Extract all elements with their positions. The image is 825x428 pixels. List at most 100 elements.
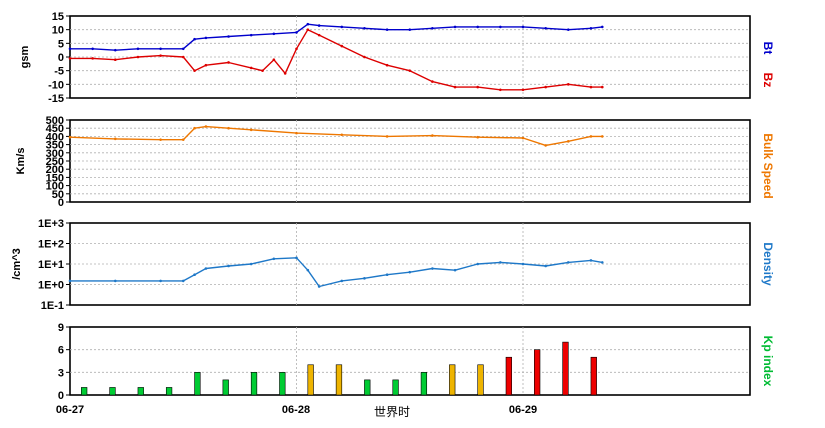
y-tick-label: 1E+2 bbox=[38, 239, 64, 251]
y-tick-label: 3 bbox=[58, 367, 64, 379]
data-point-bz bbox=[114, 58, 117, 62]
kp-bar bbox=[590, 356, 597, 396]
data-point-bt bbox=[589, 27, 593, 30]
y-tick-label: 6 bbox=[58, 345, 64, 357]
data-point-density bbox=[306, 268, 310, 272]
kp-bar bbox=[307, 364, 314, 396]
data-point-density bbox=[317, 285, 321, 288]
data-point-density bbox=[159, 279, 162, 283]
series-line-bz bbox=[70, 29, 603, 91]
data-point-density bbox=[340, 279, 344, 283]
data-point-bt bbox=[114, 48, 117, 52]
data-point-bt bbox=[249, 33, 253, 37]
y-tick-label: 9 bbox=[58, 322, 64, 334]
kp-bar bbox=[250, 372, 258, 396]
data-point-bz bbox=[499, 88, 502, 92]
data-point-density bbox=[544, 264, 547, 268]
y-tick-label: 250 bbox=[46, 156, 64, 168]
y-tick-label: 5 bbox=[58, 38, 64, 50]
data-point-bulk-speed bbox=[181, 138, 185, 141]
data-point-bulk-speed bbox=[295, 131, 298, 135]
legend-bz: Bz bbox=[761, 73, 775, 88]
data-point-bulk-speed bbox=[68, 135, 72, 139]
data-point-bz bbox=[204, 63, 208, 67]
data-point-bz bbox=[283, 72, 287, 75]
series-line-density bbox=[70, 257, 603, 288]
kp-bar bbox=[505, 356, 512, 396]
y-tick-label: 500 bbox=[46, 115, 64, 127]
data-point-bulk-speed bbox=[521, 136, 525, 140]
data-point-bt bbox=[136, 47, 140, 51]
data-point-bz bbox=[295, 47, 298, 51]
data-point-bz bbox=[136, 55, 140, 59]
data-point-bz bbox=[249, 66, 253, 70]
data-point-bt bbox=[91, 47, 94, 51]
data-point-bz bbox=[181, 55, 185, 59]
y-axis-label: gsm bbox=[19, 45, 31, 68]
data-point-bulk-speed bbox=[249, 128, 253, 132]
series-layer bbox=[68, 22, 604, 92]
data-point-bt bbox=[544, 27, 547, 30]
legend-bt: Bt bbox=[761, 42, 775, 55]
panel-frame bbox=[69, 326, 751, 396]
data-point-bt bbox=[204, 36, 208, 40]
x-tick-label: 06-29 bbox=[509, 404, 537, 416]
data-point-density bbox=[204, 267, 208, 270]
data-point-density bbox=[476, 262, 480, 266]
y-tick-label: 1E-1 bbox=[41, 300, 64, 312]
data-point-density bbox=[181, 279, 185, 283]
y-axis-label: Km/s bbox=[15, 148, 27, 175]
y-tick-label: 0 bbox=[58, 390, 64, 402]
data-point-density bbox=[363, 277, 366, 280]
data-point-bz bbox=[340, 44, 344, 48]
kp-bar bbox=[109, 387, 116, 396]
data-point-bz bbox=[600, 85, 604, 89]
data-point-density bbox=[589, 259, 593, 262]
data-point-bz bbox=[408, 69, 412, 72]
y-tick-label: 1E+1 bbox=[38, 259, 64, 271]
data-point-bulk-speed bbox=[544, 144, 547, 147]
data-point-bz bbox=[521, 88, 525, 92]
kp-bar bbox=[449, 364, 456, 396]
data-point-bt bbox=[317, 24, 321, 27]
data-point-bz bbox=[272, 58, 276, 62]
y-tick-label: 15 bbox=[52, 11, 64, 23]
panel-grid bbox=[66, 15, 750, 99]
kp-bar bbox=[420, 372, 428, 396]
data-point-bz bbox=[261, 69, 264, 72]
data-point-bt bbox=[193, 37, 196, 41]
data-point-bz bbox=[159, 54, 162, 57]
data-point-bt bbox=[340, 25, 344, 29]
y-tick-label: -10 bbox=[48, 79, 64, 91]
data-point-bulk-speed bbox=[227, 126, 230, 130]
data-point-density bbox=[249, 262, 253, 266]
data-point-density bbox=[227, 264, 230, 268]
y-tick-label: 50 bbox=[52, 189, 64, 201]
data-point-bz bbox=[227, 61, 230, 64]
data-point-bt bbox=[476, 25, 480, 29]
kp-bar bbox=[562, 341, 569, 396]
legend-kp-index: Kp index bbox=[761, 336, 775, 387]
data-point-bulk-speed bbox=[204, 125, 208, 128]
data-point-density bbox=[408, 270, 412, 274]
y-tick-labels: 1E+3 1E+2 1E+1 1E+0 1E-1 bbox=[38, 218, 64, 312]
panel-grid bbox=[66, 119, 750, 203]
y-tick-label: 300 bbox=[46, 148, 64, 160]
data-point-bulk-speed bbox=[193, 126, 196, 130]
x-tick-label: 06-28 bbox=[282, 404, 310, 416]
x-tick-label: 06-27 bbox=[56, 404, 84, 416]
data-point-bz bbox=[453, 85, 457, 89]
y-tick-labels: 15 105 0 -5-10 -15 bbox=[48, 11, 64, 105]
data-point-bz bbox=[567, 83, 570, 86]
data-point-density bbox=[431, 267, 434, 270]
data-point-bt bbox=[385, 28, 389, 31]
data-point-bulk-speed bbox=[340, 133, 344, 137]
panel-grid bbox=[66, 326, 750, 396]
data-point-density bbox=[499, 261, 502, 264]
kp-bar bbox=[81, 387, 88, 396]
data-point-bt bbox=[227, 35, 230, 38]
y-tick-label: 450 bbox=[46, 123, 64, 135]
data-point-density bbox=[193, 273, 196, 277]
data-point-bulk-speed bbox=[589, 135, 593, 138]
data-point-bt bbox=[181, 47, 185, 51]
